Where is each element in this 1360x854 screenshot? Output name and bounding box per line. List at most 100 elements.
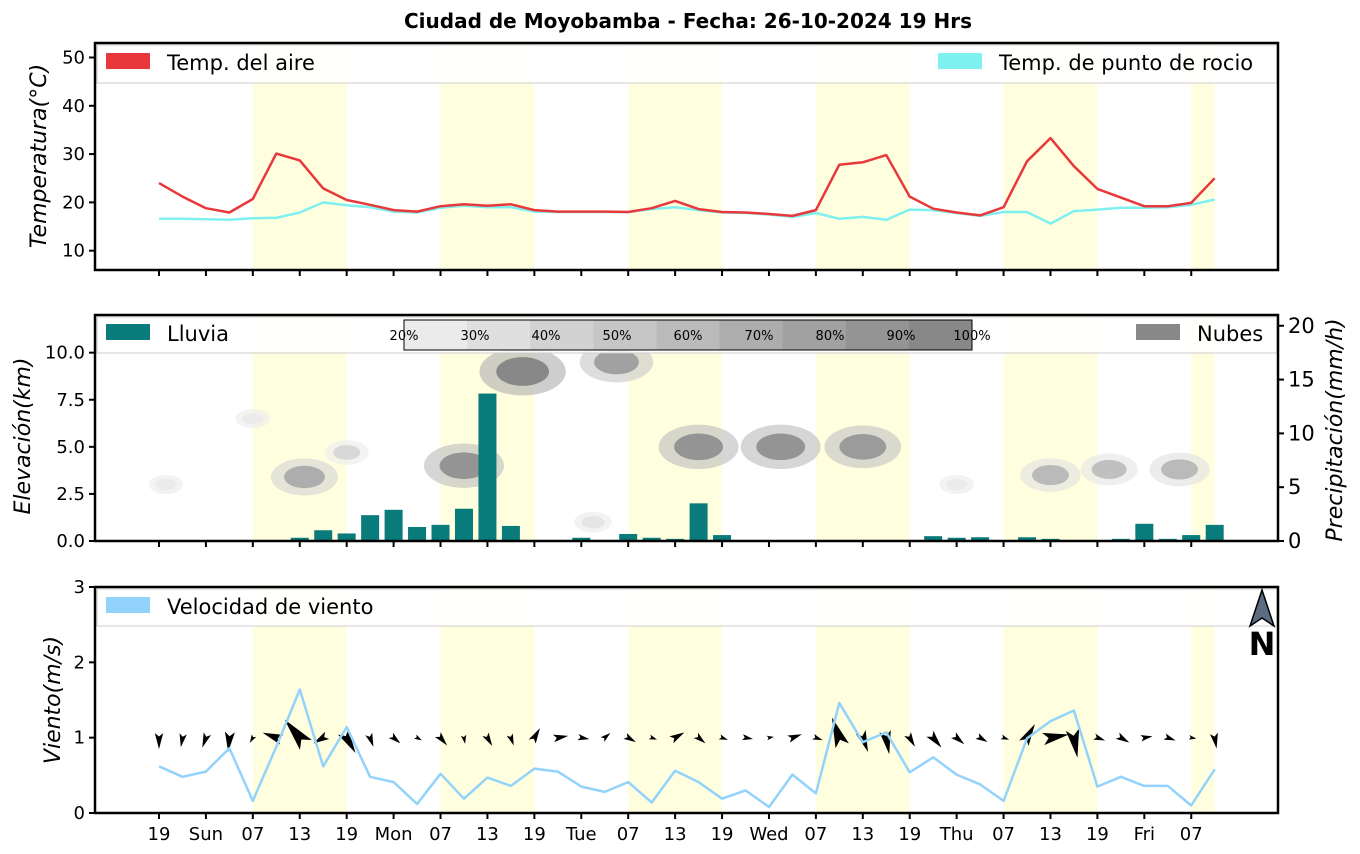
x-tick-label: 07 [992,824,1015,845]
x-tick-label: 19 [335,824,358,845]
x-tick-label: 13 [851,824,874,845]
cloud-cluster [1032,465,1069,486]
cloud-cluster [594,349,639,375]
wind-direction-arrow [577,733,590,741]
colorbar-label: 20% [390,329,419,344]
colorbar-frame [403,319,973,351]
wind-direction-arrow [1019,723,1035,746]
wind-direction-arrow [623,732,636,743]
x-tick-label: Thu [939,824,974,845]
y-tick-label: 3 [74,577,85,598]
air-temp-legend-label: Temp. del aire [166,51,315,75]
x-tick-label: 07 [804,824,827,845]
colorbar-label: 50% [603,329,632,344]
wind-direction-arrow [1209,732,1218,749]
air-temp-line [158,136,1216,218]
rain-bar [454,508,473,541]
rain-bars [243,393,1224,541]
day-band [1191,587,1215,813]
x-tick-label: 07 [241,824,264,845]
wind-direction-arrow [284,719,312,750]
dew-point-line [159,198,1215,225]
cloud-cluster [756,433,806,461]
y-tick-label: 5.0 [56,437,85,458]
y-tick-label: 2 [74,652,85,673]
rain-bar [478,393,497,541]
cloud-rain-panel: Lluvia Nubes 20% 30% 40% 50% 60% 70% 80% 90% 100… [11,313,1348,553]
colorbar-segment [530,320,594,350]
y-tick-label: 30 [62,144,85,165]
wind-direction-arrow [434,732,448,746]
wind-direction-arrow [460,734,467,744]
rain-bar [384,509,403,541]
wind-direction-arrow [414,734,422,741]
x-axis-ticks: 19 Sun 07 13 19 Mon 07 13 19 Tue 07 13 19 Wed 07 13 19 Th… [148,824,1203,845]
wind-direction-arrow [249,734,257,743]
rain-bar [337,533,356,541]
rain-bar [314,530,333,541]
wind-axes: 0 1 2 3 [74,577,1280,824]
colorbar-label: 80% [816,329,845,344]
y-tick-label: 1 [74,728,85,749]
north-arrow-icon [1248,587,1276,628]
colorbar-segment [656,320,721,350]
north-arrow: N [1248,587,1276,663]
temperature-panel: Temp. del aire Temp. de punto de rocio 1… [27,41,1280,276]
dew-point-legend-swatch [938,53,982,69]
colorbar-label: 30% [461,329,490,344]
wind-direction-arrow [552,734,569,743]
x-tick-label: 07 [617,824,640,845]
x-tick-label: 07 [1180,824,1203,845]
x-tick-label: Wed [749,824,788,845]
rain-bar [619,534,638,541]
wind-direction-arrow [154,733,164,750]
y-tick-label: 50 [62,47,85,68]
y-tick-label: 0.0 [56,531,85,552]
wind-direction-arrow [337,728,356,754]
wind-direction-arrow [1000,734,1010,740]
colorbar-segment [845,320,910,350]
wind-direction-arrow [648,734,658,740]
colorbar-label: 90% [887,329,916,344]
y2-tick-label: 0 [1288,529,1301,553]
y2-tick-label: 10 [1288,421,1315,445]
wind-direction-arrow [1163,733,1176,741]
y-tick-label: 7.5 [56,390,85,411]
wind-direction-arrow [482,732,493,747]
precipitation-y-label: Precipitación(mm/h) [1323,318,1348,541]
x-tick-label: 13 [288,824,311,845]
wind-direction-arrow [202,732,212,748]
figure-title: Ciudad de Moyobamba - Fecha: 26-10-2024 … [404,9,972,33]
rain-bar [1135,523,1154,541]
wind-direction-arrow [718,734,728,740]
elevation-y-label: Elevación(km) [11,358,36,515]
rain-bar [642,537,661,541]
rain-bar [924,536,943,541]
rain-legend-label: Lluvia [167,322,229,346]
wind-direction-arrow [1042,732,1069,746]
wind-direction-arrow [669,732,685,744]
plot-frame [93,41,1280,272]
wind-legend-label: Velocidad de viento [167,595,373,619]
plot-frame [93,313,1280,543]
wind-direction-arrow [975,733,988,742]
cloud-cover-field [148,341,1210,533]
rain-bar [1018,537,1037,541]
wind-direction-arrow [831,717,849,749]
x-tick-label: 19 [898,824,921,845]
y-tick-label: 2.5 [56,484,85,505]
rain-bar [689,503,708,541]
cloud-cluster [946,478,968,491]
north-label: N [1249,625,1276,663]
wind-speed-line [158,688,1216,809]
wind-panel: Velocidad de viento N 0 1 2 3 Viento(m/s) [41,577,1280,824]
wind-legend-box [96,588,1278,627]
x-tick-label: Mon [375,824,413,845]
wind-direction-arrow [766,735,774,741]
cloud-cluster [333,445,361,460]
cloud-cluster [1161,459,1198,480]
wind-direction-arrow [1065,728,1080,758]
rain-bar [1182,535,1201,541]
wind-direction-arrow [787,734,802,743]
